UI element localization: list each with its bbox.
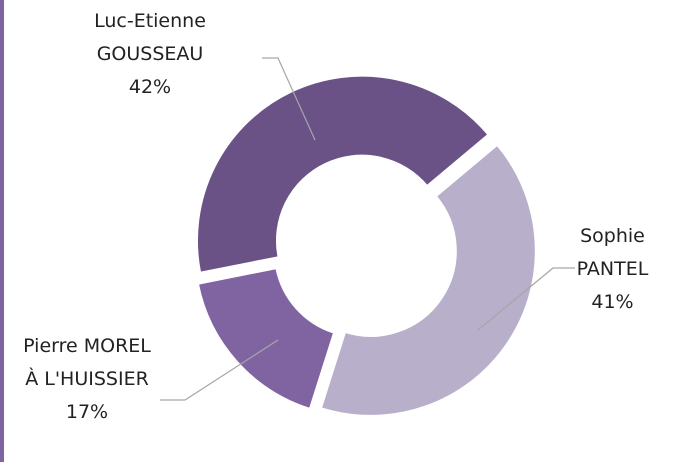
donut-slice	[196, 267, 336, 411]
label-value: 42%	[128, 76, 172, 98]
leader-line	[262, 57, 316, 141]
donut-slice	[319, 143, 537, 417]
label-name: Pierre MOREL À L'HUISSIER	[23, 335, 151, 390]
donut-slice	[195, 74, 490, 274]
label-value: 41%	[591, 291, 634, 313]
label-name: Luc-Etienne GOUSSEAU	[94, 10, 206, 65]
label-name: Sophie PANTEL	[576, 225, 649, 280]
left-border	[0, 0, 4, 462]
leader-line	[160, 339, 279, 401]
data-label: Luc-Etienne GOUSSEAU 42%	[70, 5, 230, 104]
data-label: Pierre MOREL À L'HUISSIER 17%	[22, 330, 152, 429]
leader-line	[477, 267, 575, 331]
label-value: 17%	[65, 401, 109, 423]
data-label: Sophie PANTEL 41%	[560, 220, 665, 319]
